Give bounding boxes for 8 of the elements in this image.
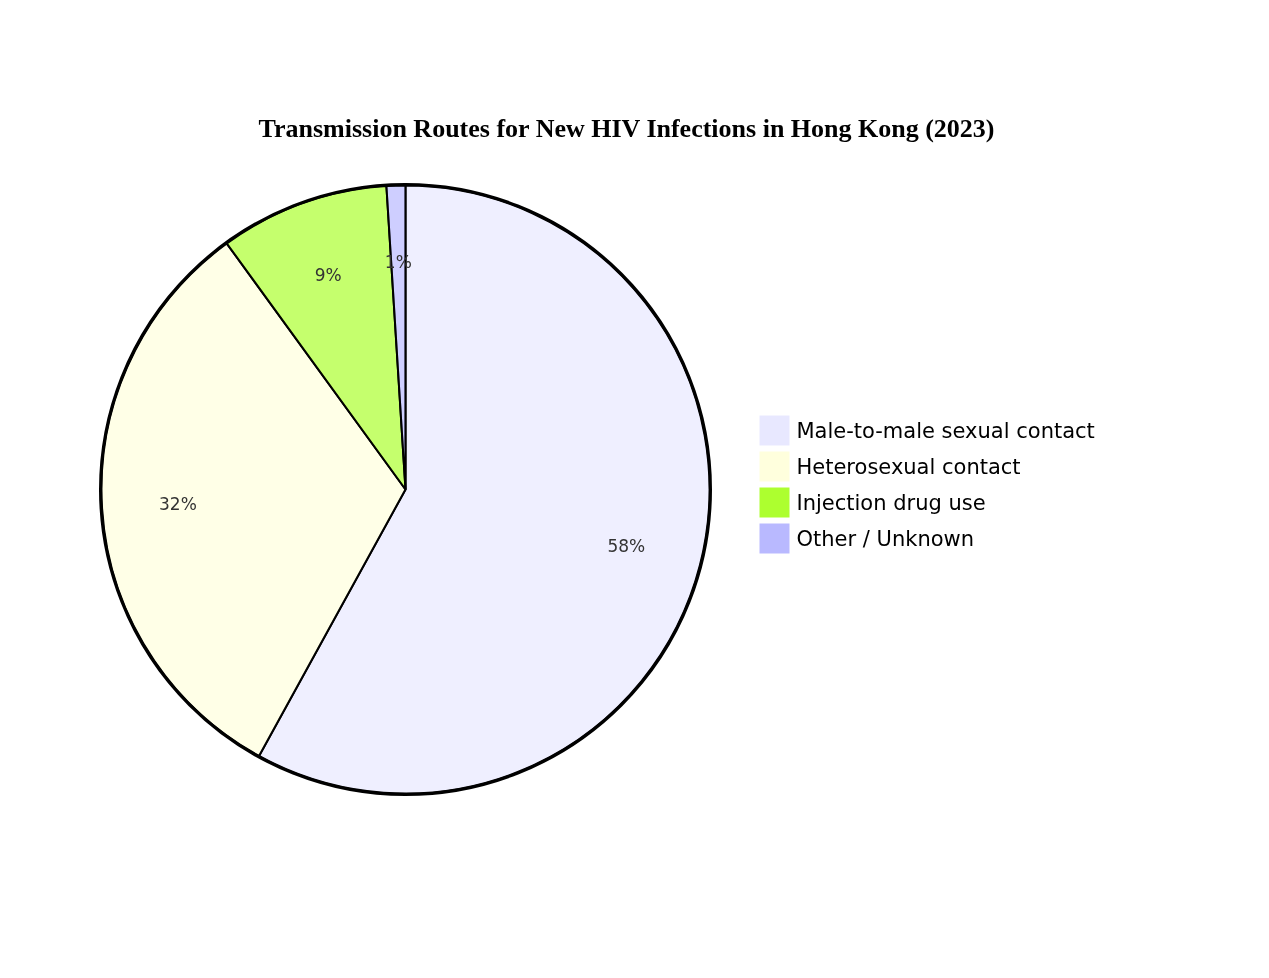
data-label: 9% bbox=[314, 264, 342, 285]
chart-title: Transmission Routes for New HIV Infections in Hong Kong (2023) bbox=[258, 114, 995, 143]
legend-label: Heterosexual contact bbox=[796, 454, 1021, 479]
legend-label: Other / Unknown bbox=[796, 526, 975, 551]
data-label: 32% bbox=[159, 493, 197, 514]
legend-label: Injection drug use bbox=[796, 490, 986, 515]
data-label: 58% bbox=[607, 536, 646, 557]
legend-label: Male-to-male sexual contact bbox=[796, 418, 1095, 443]
